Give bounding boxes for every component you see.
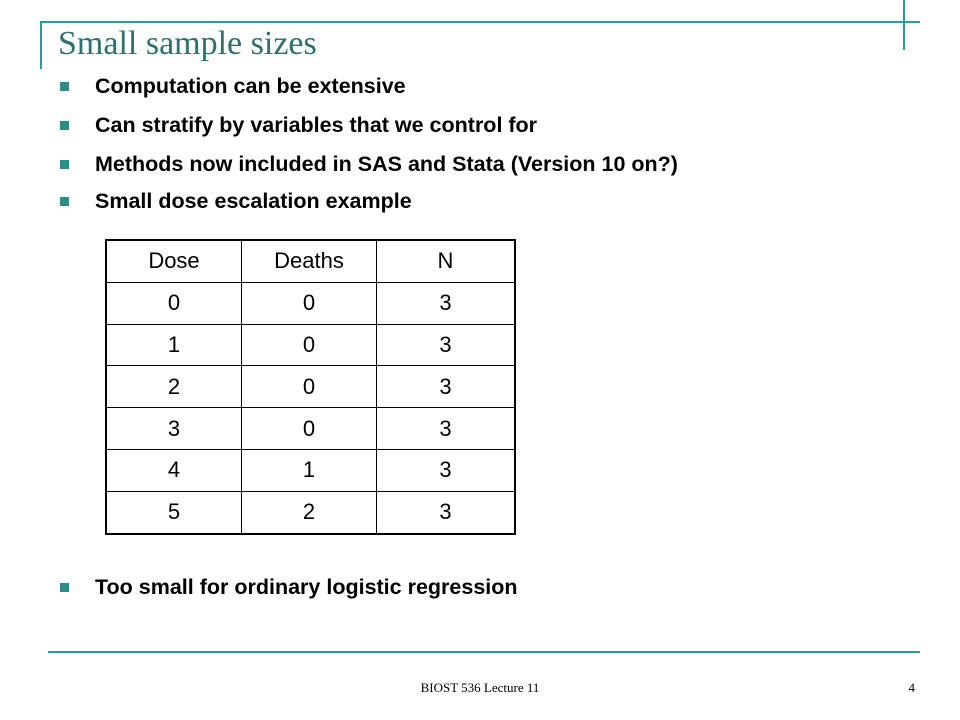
bullet-text: Small dose escalation example — [95, 189, 412, 213]
table-cell-deaths: 0 — [241, 323, 377, 367]
table-row: 2 0 3 — [105, 365, 516, 409]
slide-title: Small sample sizes — [58, 25, 317, 62]
dose-deaths-table: Dose Deaths N 0 0 3 1 0 3 2 0 3 3 0 3 4 … — [105, 239, 516, 535]
table-cell-dose: 1 — [105, 323, 242, 367]
square-bullet-icon — [60, 582, 69, 592]
bullet-text: Methods now included in SAS and Stata (V… — [95, 152, 678, 176]
square-bullet-icon — [60, 120, 69, 130]
page-number: 4 — [908, 680, 916, 695]
column-header-dose: Dose — [105, 239, 242, 283]
top-right-rule — [903, 0, 905, 50]
table-cell-deaths: 0 — [241, 407, 377, 450]
table-cell-n: 3 — [376, 365, 516, 409]
table-cell-dose: 3 — [105, 407, 242, 450]
table-cell-n: 3 — [376, 281, 516, 325]
bullet-text: Can stratify by variables that we contro… — [95, 113, 538, 137]
table-header-row: Dose Deaths N — [105, 239, 516, 283]
table-row: 1 0 3 — [105, 323, 516, 367]
table-cell-dose: 0 — [105, 281, 242, 325]
bullet-item-2: Can stratify by variables that we contro… — [60, 108, 537, 142]
table-row: 4 1 3 — [105, 448, 516, 492]
table-cell-dose: 2 — [105, 365, 242, 409]
bullet-item-3: Methods now included in SAS and Stata (V… — [60, 147, 678, 181]
table-cell-deaths: 1 — [241, 448, 377, 492]
table-row: 0 0 3 — [105, 281, 516, 325]
square-bullet-icon — [60, 159, 69, 169]
column-header-deaths: Deaths — [241, 239, 377, 283]
square-bullet-icon — [60, 196, 69, 206]
table-row: 3 0 3 — [105, 407, 516, 450]
table-cell-n: 3 — [376, 323, 516, 367]
bullet-item-1: Computation can be extensive — [60, 69, 406, 103]
table-cell-dose: 4 — [105, 448, 242, 492]
table-cell-n: 3 — [376, 490, 516, 535]
bullet-item-4: Small dose escalation example — [60, 184, 412, 218]
table-cell-n: 3 — [376, 407, 516, 450]
column-header-n: N — [376, 239, 516, 283]
table-cell-deaths: 0 — [241, 365, 377, 409]
table-row: 5 2 3 — [105, 490, 516, 535]
bullet-text: Computation can be extensive — [95, 74, 406, 98]
bullet-item-closing: Too small for ordinary logistic regressi… — [60, 570, 518, 604]
bottom-rule — [48, 651, 920, 653]
table-cell-dose: 5 — [105, 490, 242, 535]
table-cell-deaths: 0 — [241, 281, 377, 325]
bullet-text: Too small for ordinary logistic regressi… — [95, 575, 518, 599]
table-cell-n: 3 — [376, 448, 516, 492]
table-cell-deaths: 2 — [241, 490, 377, 535]
top-left-rule — [40, 21, 42, 69]
square-bullet-icon — [60, 81, 69, 91]
top-rule — [40, 21, 920, 23]
footer-lecture-label: BIOST 536 Lecture 11 — [420, 680, 540, 695]
